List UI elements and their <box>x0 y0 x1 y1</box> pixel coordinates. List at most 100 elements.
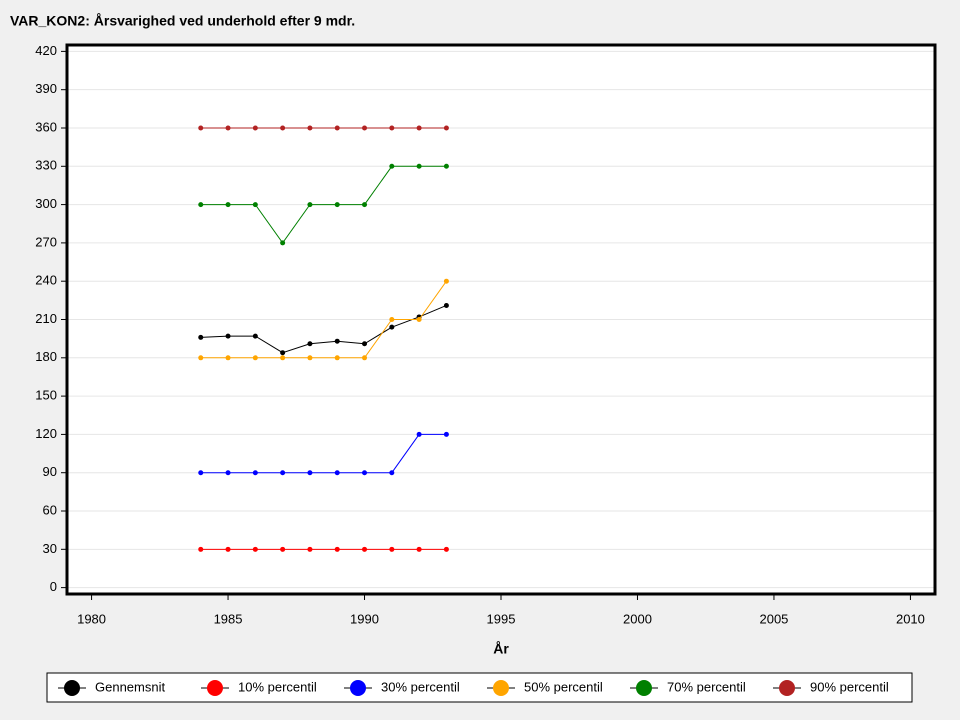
y-tick-label: 330 <box>35 158 57 173</box>
x-tick-label: 2000 <box>623 611 652 626</box>
data-point <box>198 546 204 552</box>
legend-marker <box>779 680 795 696</box>
legend-label: 30% percentil <box>381 679 460 694</box>
data-point <box>416 546 422 552</box>
data-point <box>307 202 313 208</box>
data-point <box>443 125 449 131</box>
data-point <box>443 163 449 169</box>
data-point <box>225 546 231 552</box>
data-point <box>389 324 395 330</box>
y-tick-label: 360 <box>35 119 57 134</box>
y-tick-label: 390 <box>35 81 57 96</box>
legend-marker <box>493 680 509 696</box>
data-point <box>307 470 313 476</box>
data-point <box>334 125 340 131</box>
y-tick-label: 90 <box>43 464 57 479</box>
x-axis-label: År <box>493 641 509 657</box>
data-point <box>198 202 204 208</box>
legend-marker <box>207 680 223 696</box>
chart-title: VAR_KON2: Årsvarighed ved underhold efte… <box>10 13 355 29</box>
series-line <box>200 280 447 359</box>
data-point <box>252 202 258 208</box>
data-point <box>416 125 422 131</box>
data-point <box>334 470 340 476</box>
series-line <box>200 433 447 474</box>
data-point <box>362 355 368 361</box>
data-point <box>252 125 258 131</box>
data-point <box>198 334 204 340</box>
legend-label: 90% percentil <box>810 679 889 694</box>
data-point <box>280 546 286 552</box>
data-point <box>225 355 231 361</box>
data-point <box>389 470 395 476</box>
data-point <box>389 163 395 169</box>
data-point <box>280 350 286 356</box>
data-point <box>198 355 204 361</box>
data-point <box>362 546 368 552</box>
data-point <box>198 125 204 131</box>
data-point <box>280 240 286 246</box>
series-line <box>200 165 447 244</box>
y-tick-label: 210 <box>35 311 57 326</box>
data-point <box>334 202 340 208</box>
data-point <box>362 341 368 347</box>
series-line <box>200 304 447 354</box>
legend <box>46 672 913 703</box>
y-tick-label: 270 <box>35 234 57 249</box>
data-point <box>252 333 258 339</box>
legend-label: 50% percentil <box>524 679 603 694</box>
data-point <box>307 125 313 131</box>
data-point <box>225 470 231 476</box>
data-point <box>307 355 313 361</box>
data-point <box>334 546 340 552</box>
legend-label: Gennemsnit <box>95 679 165 694</box>
data-point <box>225 333 231 339</box>
y-tick-label: 60 <box>43 502 57 517</box>
data-point <box>280 470 286 476</box>
y-tick-label: 180 <box>35 349 57 364</box>
data-point <box>280 125 286 131</box>
data-point <box>443 278 449 284</box>
data-point <box>307 546 313 552</box>
data-point <box>252 355 258 361</box>
data-point <box>198 470 204 476</box>
data-point <box>389 317 395 322</box>
x-tick-label: 1980 <box>77 611 106 626</box>
data-point <box>362 202 368 208</box>
data-point <box>334 338 340 344</box>
data-point <box>334 355 340 361</box>
data-point <box>225 202 231 208</box>
data-point <box>252 470 258 476</box>
y-tick-label: 300 <box>35 196 57 211</box>
data-point <box>362 470 368 476</box>
x-tick-label: 1995 <box>487 611 516 626</box>
data-point <box>389 546 395 552</box>
plot-frame <box>65 43 937 596</box>
data-point <box>225 125 231 131</box>
y-tick-label: 30 <box>43 541 57 556</box>
x-tick-label: 2010 <box>896 611 925 626</box>
data-point <box>416 317 422 322</box>
x-tick-label: 2005 <box>759 611 788 626</box>
legend-marker <box>350 680 366 696</box>
data-point <box>389 125 395 131</box>
x-tick-label: 1985 <box>214 611 243 626</box>
data-point <box>252 546 258 552</box>
legend-marker <box>64 680 80 696</box>
legend-marker <box>636 680 652 696</box>
y-tick-label: 0 <box>50 579 57 594</box>
y-tick-label: 120 <box>35 426 57 441</box>
data-point <box>443 431 449 437</box>
legend-label: 10% percentil <box>238 679 317 694</box>
data-point <box>416 163 422 169</box>
y-tick-label: 150 <box>35 388 57 403</box>
data-point <box>443 302 449 308</box>
y-tick-label: 240 <box>35 273 57 288</box>
data-point <box>416 431 422 437</box>
data-point <box>307 341 313 347</box>
x-tick-label: 1990 <box>350 611 379 626</box>
data-point <box>443 546 449 552</box>
data-point <box>362 125 368 131</box>
y-tick-label: 420 <box>35 43 57 58</box>
